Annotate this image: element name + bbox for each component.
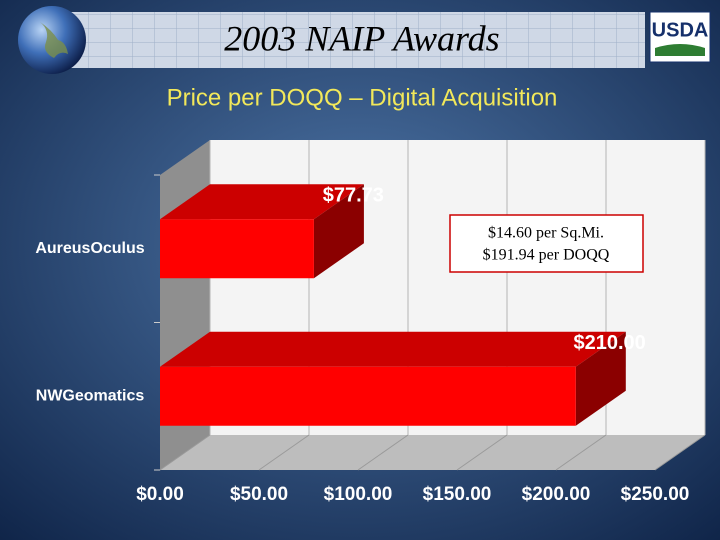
- x-tick-label: $0.00: [136, 484, 184, 505]
- bar-top: [160, 184, 364, 220]
- bar-end: [313, 184, 364, 279]
- value-label: $77.73: [323, 185, 384, 207]
- header-title: 2003 NAIP Awards: [224, 18, 499, 58]
- floor-grid-line: [258, 434, 310, 471]
- chart-title: Price per DOQQ – Digital Acquisition: [167, 84, 558, 111]
- floor-grid-line: [456, 434, 508, 471]
- x-tick-label: $250.00: [621, 484, 690, 505]
- floor-grid-line: [654, 434, 706, 471]
- floor: [160, 435, 705, 470]
- x-tick-label: $50.00: [230, 484, 288, 505]
- logo: USDA: [652, 19, 709, 41]
- floor-grid-line: [555, 434, 607, 471]
- bar-end: [575, 331, 626, 426]
- x-tick-label: $150.00: [423, 484, 492, 505]
- floor-grid-line: [159, 434, 211, 471]
- x-tick-label: $100.00: [324, 484, 393, 505]
- globe-land: [40, 22, 68, 58]
- y-tick-label: NWGeomatics: [36, 387, 145, 404]
- header-band: [40, 12, 645, 68]
- bar: [160, 366, 576, 426]
- x-tick-label: $200.00: [522, 484, 591, 505]
- bar: [160, 219, 314, 279]
- annotation-box: [449, 214, 644, 273]
- floor-grid-line: [357, 434, 409, 471]
- bar-top: [160, 331, 626, 367]
- annotation: $191.94 per DOQQ: [483, 247, 610, 264]
- y-tick-label: AureusOculus: [35, 240, 144, 257]
- logo-field: [655, 44, 705, 56]
- annotation: $14.60 per Sq.Mi.: [488, 225, 604, 242]
- value-label: $210.00: [574, 332, 646, 354]
